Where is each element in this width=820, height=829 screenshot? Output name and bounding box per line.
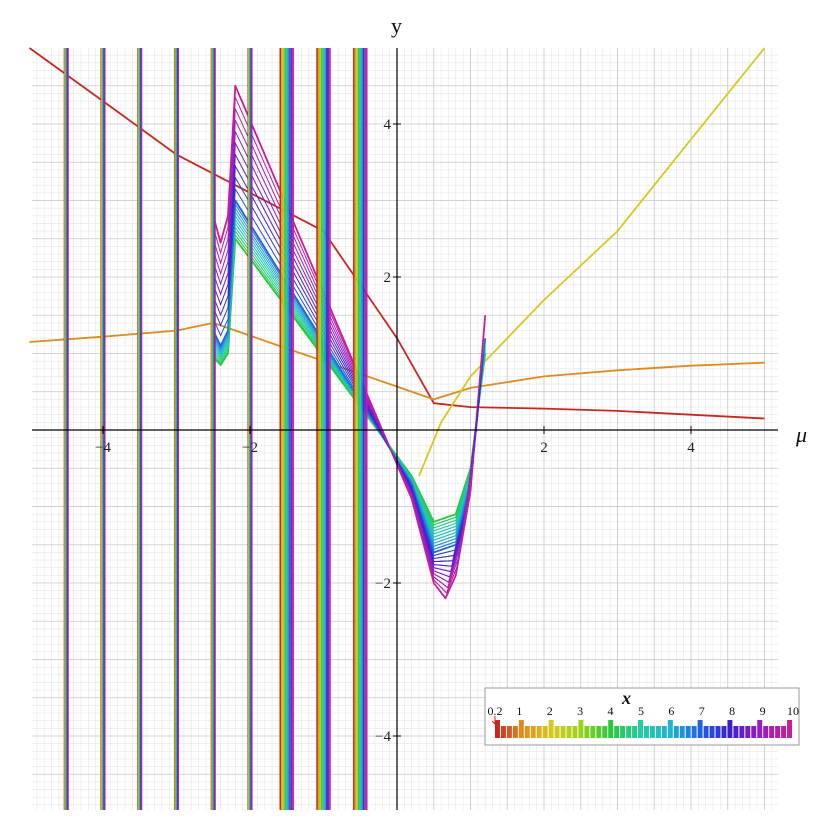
y-tick-label: −2 [375, 576, 391, 592]
legend-bar [542, 726, 548, 738]
legend-bar [626, 726, 632, 738]
legend-bar [572, 726, 578, 738]
legend-bar [715, 726, 721, 738]
legend-bar [536, 726, 542, 738]
x-axis-title: μ [795, 422, 807, 447]
legend-bar [596, 726, 602, 738]
legend-tick-label: 2 [547, 704, 553, 718]
legend-bar [518, 720, 524, 738]
legend-bar [667, 720, 673, 738]
legend-tick-label: 10 [787, 704, 799, 718]
legend-bar [578, 720, 584, 738]
legend-bar [775, 726, 781, 738]
legend-bar [608, 720, 614, 738]
legend-tick-label: 7 [699, 704, 705, 718]
legend-bar [673, 726, 679, 738]
legend-bar [649, 726, 655, 738]
legend-tick-label: 4 [608, 704, 614, 718]
legend-bar [703, 726, 709, 738]
legend-bar [763, 726, 769, 738]
series-curve-interpolated [212, 225, 486, 532]
legend-bar [644, 726, 649, 738]
legend-bar [691, 726, 697, 738]
legend-bar [614, 726, 620, 738]
legend-tick-label: 6 [668, 704, 674, 718]
legend-bar [655, 726, 661, 738]
tick-labels: −4 −2 2 4 −4 −2 2 4 [95, 117, 695, 745]
series-curve-interpolated [212, 152, 480, 567]
legend-bar [495, 720, 500, 738]
y-tick-label: 4 [384, 117, 392, 133]
legend-bar [632, 726, 638, 738]
legend-bar [661, 726, 667, 738]
legend-bar [781, 726, 787, 738]
legend-bar [733, 726, 739, 738]
legend-bar [721, 726, 727, 738]
legend-bar [548, 720, 554, 738]
legend-bar [769, 726, 775, 738]
legend-tick-labels: 0.2 1 2 3 4 5 6 7 8 9 10 [488, 704, 799, 725]
legend-bar [530, 726, 536, 738]
legend-bar [512, 726, 518, 738]
legend-bars [495, 720, 792, 738]
legend-bar [566, 726, 572, 738]
legend-tick-label: 1 [516, 704, 522, 718]
legend-bar [524, 726, 530, 738]
legend-start-arrow-icon [491, 716, 499, 725]
series-curve [418, 47, 766, 477]
y-axis-title: y [391, 13, 402, 38]
legend-bar [506, 726, 512, 738]
legend-bar [500, 726, 506, 738]
legend-bar [638, 720, 643, 738]
curve-family [28, 47, 766, 600]
legend-bar [679, 726, 685, 738]
legend-title: x [621, 688, 631, 708]
legend-colorbar: x 0.2 1 2 3 4 5 6 7 8 9 10 [484, 687, 800, 746]
legend-tick-label: 9 [760, 704, 766, 718]
legend-bar [709, 726, 715, 738]
y-tick-label: 2 [384, 270, 392, 286]
legend-bar [739, 726, 745, 738]
axes [32, 48, 778, 810]
series-curve [28, 47, 765, 420]
legend-tick-label: 8 [729, 704, 735, 718]
legend-bar [757, 720, 763, 738]
legend-bar [787, 720, 792, 738]
legend-bar [602, 726, 608, 738]
legend-bar [554, 726, 560, 738]
grid-minor [32, 48, 778, 810]
x-tick-label: −4 [95, 440, 111, 456]
legend-bar [590, 726, 596, 738]
legend-bar [751, 726, 757, 738]
legend-bar [584, 726, 590, 738]
legend-bar [620, 726, 626, 738]
y-tick-label: −4 [375, 729, 391, 745]
legend-tick-label: 3 [577, 704, 583, 718]
legend-bar [727, 720, 733, 738]
x-tick-label: 2 [540, 440, 548, 456]
x-tick-label: 4 [687, 440, 695, 456]
legend-bar [745, 726, 751, 738]
legend-bar [697, 720, 703, 738]
x-tick-label: −2 [242, 440, 258, 456]
legend-bar [685, 726, 691, 738]
series-curve-interpolated [411, 475, 473, 594]
legend-bar [560, 726, 566, 738]
legend-tick-label: 0.2 [488, 704, 503, 718]
legend-tick-label: 5 [638, 704, 644, 718]
